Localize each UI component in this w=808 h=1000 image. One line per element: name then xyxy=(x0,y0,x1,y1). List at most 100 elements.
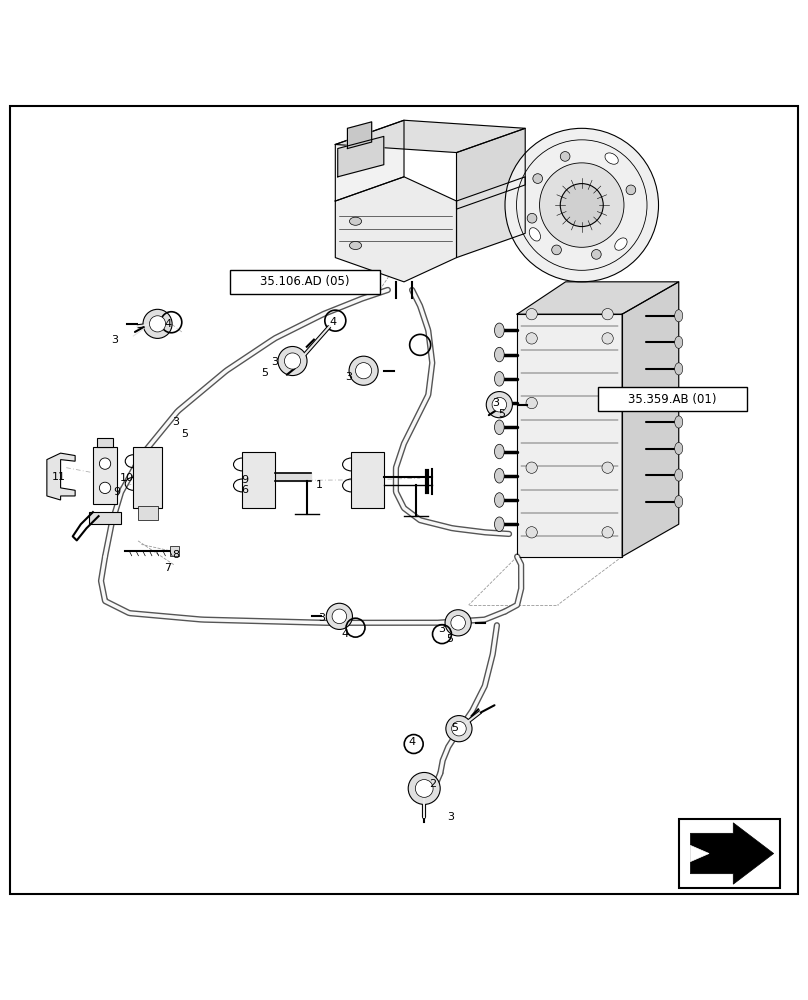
Bar xyxy=(230,270,380,294)
Text: 3: 3 xyxy=(439,624,445,634)
Polygon shape xyxy=(690,823,774,884)
Text: 4: 4 xyxy=(342,629,348,639)
Polygon shape xyxy=(622,282,679,557)
Circle shape xyxy=(99,482,111,494)
Circle shape xyxy=(560,184,604,227)
Polygon shape xyxy=(690,845,709,862)
Circle shape xyxy=(526,397,537,409)
Circle shape xyxy=(602,527,613,538)
Bar xyxy=(97,438,113,447)
Text: 9: 9 xyxy=(114,487,120,497)
Circle shape xyxy=(527,213,537,223)
Polygon shape xyxy=(335,120,525,153)
Circle shape xyxy=(99,458,111,469)
Bar xyxy=(242,452,275,508)
Text: 5: 5 xyxy=(446,634,452,644)
Circle shape xyxy=(445,610,471,636)
Ellipse shape xyxy=(494,517,504,532)
Ellipse shape xyxy=(675,310,683,322)
Text: 10: 10 xyxy=(120,473,134,483)
Circle shape xyxy=(492,397,507,412)
Circle shape xyxy=(526,527,537,538)
Text: 4: 4 xyxy=(330,317,336,327)
Ellipse shape xyxy=(615,238,627,250)
Circle shape xyxy=(505,128,659,282)
Ellipse shape xyxy=(675,442,683,455)
Text: 4: 4 xyxy=(165,319,171,329)
Polygon shape xyxy=(347,122,372,149)
Bar xyxy=(138,506,158,520)
Text: 11: 11 xyxy=(52,472,66,482)
Polygon shape xyxy=(457,177,525,258)
Ellipse shape xyxy=(494,323,504,338)
Ellipse shape xyxy=(675,416,683,428)
Ellipse shape xyxy=(605,153,618,164)
Circle shape xyxy=(278,346,307,376)
Text: 35.359.AB (01): 35.359.AB (01) xyxy=(629,392,717,406)
Polygon shape xyxy=(47,453,75,500)
Circle shape xyxy=(452,721,466,736)
Circle shape xyxy=(149,316,166,332)
Ellipse shape xyxy=(494,468,504,483)
Bar xyxy=(598,387,747,411)
Circle shape xyxy=(532,174,542,183)
Text: 3: 3 xyxy=(448,812,454,822)
Circle shape xyxy=(415,780,433,797)
Circle shape xyxy=(602,462,613,473)
Circle shape xyxy=(526,309,537,320)
Bar xyxy=(89,512,121,524)
Text: 2: 2 xyxy=(429,779,436,789)
Circle shape xyxy=(526,462,537,473)
Circle shape xyxy=(486,392,512,418)
Text: 4: 4 xyxy=(409,737,415,747)
Bar xyxy=(133,447,162,508)
Text: 9: 9 xyxy=(242,475,248,485)
Polygon shape xyxy=(517,282,679,314)
Ellipse shape xyxy=(494,420,504,435)
Circle shape xyxy=(451,616,465,630)
Ellipse shape xyxy=(349,217,362,225)
Text: 1: 1 xyxy=(316,480,322,490)
Polygon shape xyxy=(335,177,457,282)
Ellipse shape xyxy=(675,469,683,481)
Circle shape xyxy=(602,397,613,409)
Circle shape xyxy=(408,772,440,804)
Circle shape xyxy=(626,185,636,195)
Bar xyxy=(93,447,117,504)
Ellipse shape xyxy=(494,396,504,410)
Polygon shape xyxy=(335,120,404,201)
Text: 8: 8 xyxy=(173,550,179,560)
Circle shape xyxy=(552,245,562,255)
Circle shape xyxy=(602,333,613,344)
Ellipse shape xyxy=(675,363,683,375)
Circle shape xyxy=(284,353,301,369)
Bar xyxy=(679,819,780,888)
Text: 3: 3 xyxy=(492,398,499,408)
Text: 3: 3 xyxy=(271,357,278,367)
Text: 35.106.AD (05): 35.106.AD (05) xyxy=(260,275,350,288)
Ellipse shape xyxy=(675,496,683,508)
Ellipse shape xyxy=(675,336,683,348)
Ellipse shape xyxy=(494,444,504,459)
Text: 3: 3 xyxy=(346,372,352,382)
Bar xyxy=(170,546,179,556)
Bar xyxy=(351,452,384,508)
Polygon shape xyxy=(338,136,384,177)
Circle shape xyxy=(446,716,472,742)
Circle shape xyxy=(540,163,624,247)
Circle shape xyxy=(591,250,601,259)
Text: 3: 3 xyxy=(318,613,325,623)
Circle shape xyxy=(560,152,570,161)
Circle shape xyxy=(349,356,378,385)
Text: 5: 5 xyxy=(262,368,268,378)
Circle shape xyxy=(526,333,537,344)
Text: 5: 5 xyxy=(181,429,187,439)
Ellipse shape xyxy=(494,372,504,386)
Circle shape xyxy=(332,609,347,624)
Ellipse shape xyxy=(675,389,683,401)
Ellipse shape xyxy=(494,493,504,507)
Circle shape xyxy=(143,309,172,338)
Text: 5: 5 xyxy=(452,723,458,733)
Text: 5: 5 xyxy=(499,409,505,419)
Text: 6: 6 xyxy=(242,485,248,495)
